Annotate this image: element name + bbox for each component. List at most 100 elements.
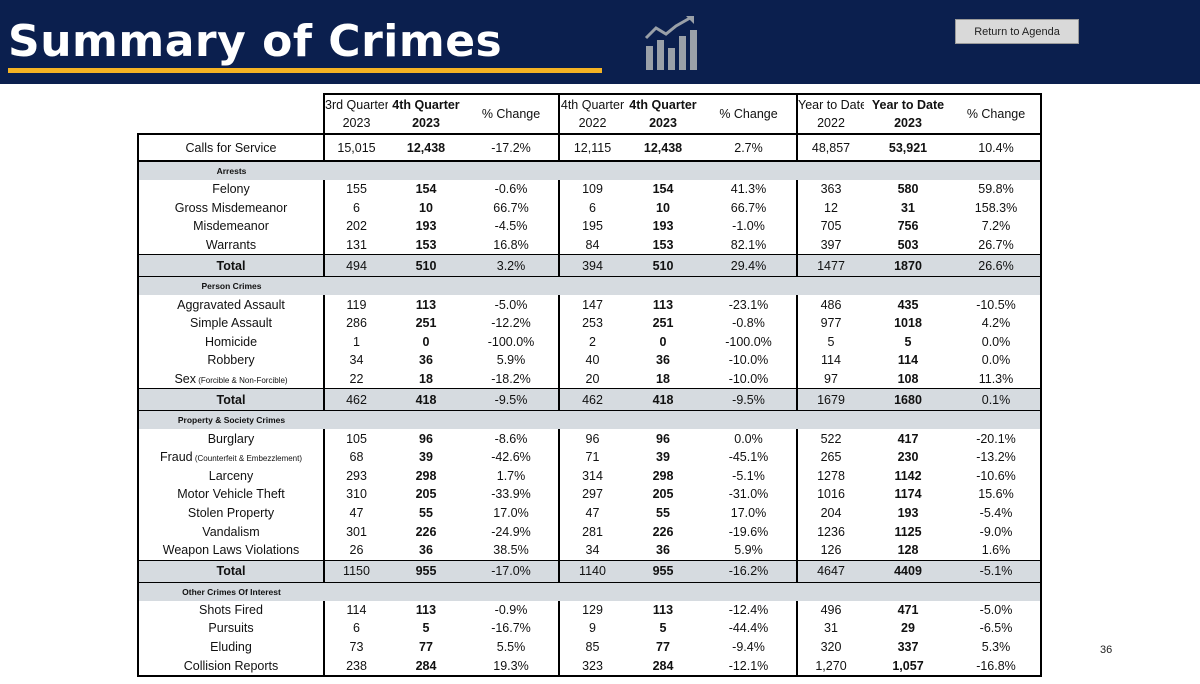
value-cell: 1 [323,332,388,352]
page-number: 36 [1100,644,1113,656]
row-label-note: (Counterfeit & Embezzlement) [192,454,303,464]
value-cell: 126 [796,540,864,560]
value-cell: 298 [652,468,674,483]
row-label: Total [137,559,324,583]
table-row: Sex (Forcible & Non-Forcible) 22 18 -18.2% 2… [137,369,1042,389]
value-cell: 7.2% [952,217,1042,236]
table-row: Gross Misdemeanor 6 10 66.7% 6 10 66.7% 12 31 158… [137,198,1042,218]
value-cell: 580 [897,182,919,197]
column-header-line1: Year to Date [871,98,945,112]
value-cell: 77 [419,639,433,654]
value-cell: 418 [625,388,701,412]
value-cell: 26.7% [952,235,1042,255]
value-cell: 155 [323,180,388,199]
row-label-text: Eluding [210,639,252,654]
value-cell: 128 [897,543,919,558]
table-row: Simple Assault 286 251 -12.2% 253 251 -0.8% 977… [137,313,1042,333]
row-label-text: Warrants [205,238,257,253]
column-header-line1: 3rd Quarter [325,98,388,112]
row-label-text: Total [216,564,246,578]
value-cell: 205 [652,487,674,502]
value-cell: -10.0% [728,372,769,387]
column-header-line1: 4th Quarter [629,98,697,112]
value-cell: 10.4% [952,133,1042,162]
value-cell: 26 [323,540,388,560]
value-cell: -100.0% [487,334,535,349]
row-label-text: Shots Fired [199,602,263,617]
value-cell: -5.0% [494,297,528,312]
value-cell: 0.0% [952,351,1042,370]
value-cell: 394 [558,254,625,278]
value-cell: 36 [419,543,433,558]
return-to-agenda-button[interactable]: Return to Agenda [955,19,1079,44]
section-fill-cell [464,276,559,296]
value-cell: 310 [323,485,388,504]
total-row: Total 462 418 -9.5% 462 418 -9.5% 1679 1680 0.1% [137,388,1042,412]
row-label: Eluding [137,637,324,657]
value-cell: -45.1% [728,450,769,465]
header-blank-cell [138,94,324,134]
table-row: Vandalism 301 226 -24.9% 281 226 -19.6% 1236 112… [137,522,1042,541]
value-cell: 16.8% [493,238,529,253]
value-cell: 251 [415,316,437,331]
value-cell: 1,270 [796,656,864,677]
value-cell: 4647 [796,559,864,583]
calls-for-service-row: Calls for Service 15,015 12,438 -17.2% 12,11… [137,133,1042,162]
value-cell: 114 [897,353,919,368]
row-label: Fraud (Counterfeit & Embezzlement) [137,447,324,467]
value-cell: 119 [323,295,388,314]
value-cell: 2 [558,332,625,352]
column-header-line2: 2023 [342,116,371,130]
value-cell: 147 [558,295,625,314]
value-cell: 158.3% [952,198,1042,218]
section-fill-cell [797,582,864,601]
value-cell: -10.6% [952,466,1042,486]
section-fill-cell [864,276,952,296]
table-row: Burglary 105 96 -8.6% 96 96 0.0% 522 417 -20.1% [137,429,1042,448]
section-title: Arrests [137,161,324,180]
value-cell: -20.1% [952,429,1042,448]
value-cell: 20 [558,369,625,389]
value-cell: 12,438 [625,133,701,162]
row-label-text: Larceny [208,468,254,483]
value-cell: 1125 [894,524,922,539]
value-cell: 55 [656,506,670,521]
section-fill-cell [324,161,388,180]
value-cell: 11.3% [952,369,1042,389]
value-cell: 298 [415,468,437,483]
value-cell: 5 [659,621,667,636]
table-row: Shots Fired 114 113 -0.9% 129 113 -12.4% 496 471… [137,600,1042,620]
value-cell: 337 [897,639,919,654]
section-fill-cell [797,410,864,430]
value-cell: 96 [419,431,433,446]
column-header: 4th Quarter 2022 [558,93,625,134]
value-cell: 19.3% [464,656,559,677]
value-cell: -9.0% [952,522,1042,541]
value-cell: 1.6% [952,540,1042,560]
column-header-line2: 2023 [412,116,440,130]
value-cell: 12,115 [558,133,625,162]
section-fill-cell [559,161,625,180]
total-row: Total 494 510 3.2% 394 510 29.4% 1477 1870 26.6% [137,254,1042,278]
row-label-text: Robbery [207,353,255,368]
row-label-text: Simple Assault [190,316,272,331]
row-label-text: Sex [174,372,196,387]
value-cell: 12 [796,198,864,218]
row-label-text: Misdemeanor [193,219,269,234]
value-cell: -12.2% [491,316,531,331]
row-label-text: Collision Reports [183,658,279,673]
row-label-text: Burglary [207,431,255,446]
value-cell: 5.3% [952,637,1042,657]
row-label-note: (Forcible & Non-Forcible) [195,376,288,386]
value-cell: 47 [323,503,388,523]
value-cell: 109 [558,180,625,199]
value-cell: -5.1% [732,468,765,483]
value-cell: -31.0% [728,487,769,502]
row-label-text: Weapon Laws Violations [162,543,300,558]
table-row: Pursuits 6 5 -16.7% 9 5 -44.4% 31 29 -6.5% [137,619,1042,638]
value-cell: 230 [897,450,919,465]
value-cell: 55 [419,506,433,521]
value-cell: 5.5% [496,639,526,654]
row-label: Collision Reports [137,656,324,677]
value-cell: 314 [558,466,625,486]
